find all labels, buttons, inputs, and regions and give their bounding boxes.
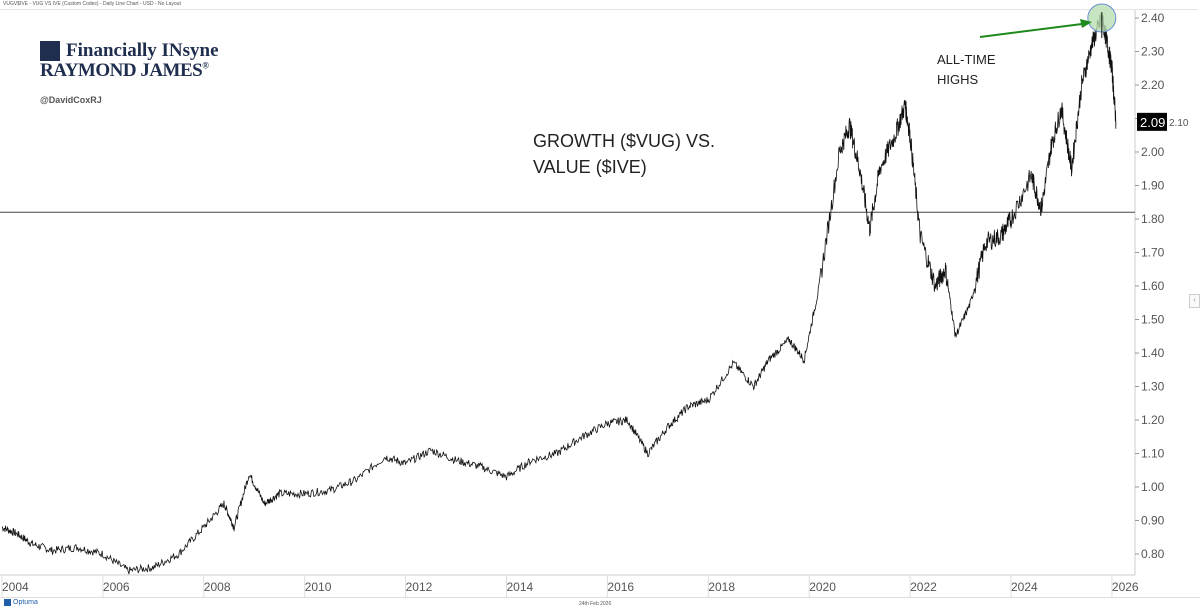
y-tick-label: 1.60 <box>1141 279 1165 293</box>
y-tick-label: 2.30 <box>1141 45 1165 59</box>
chart: 0.80 0.90 1.00 1.10 1.20 1.30 1.40 1.50 1.60 1.70… <box>0 3 1189 597</box>
annotation-all-time-highs: ALL-TIME HIGHS <box>937 52 996 87</box>
x-tick-label: 2006 <box>103 580 130 594</box>
logo: Financially INsyne RAYMOND JAMES® <box>40 40 219 82</box>
bar-chart-icon <box>40 41 60 61</box>
y-tick-label: 2.10 <box>1169 118 1189 129</box>
x-tick-label: 2014 <box>507 580 534 594</box>
optuma-icon <box>4 599 11 606</box>
x-tick-label: 2022 <box>910 580 937 594</box>
y-tick-label: 1.40 <box>1141 346 1165 360</box>
y-tick-label: 1.70 <box>1141 246 1165 260</box>
y-tick-label: 1.20 <box>1141 413 1165 427</box>
y-tick-label: 2.20 <box>1141 78 1165 92</box>
x-tick-label: 2018 <box>708 580 735 594</box>
chart-frame <box>0 9 1198 598</box>
price-ratio-line <box>1 13 1117 575</box>
y-tick-label: 0.90 <box>1141 514 1165 528</box>
y-tick-label: 1.80 <box>1141 212 1165 226</box>
arrow-head-icon <box>1080 19 1092 28</box>
y-tick-label: 2.00 <box>1141 145 1165 159</box>
x-tick-label: 2020 <box>809 580 836 594</box>
annotation-arrow <box>979 23 1083 38</box>
chart-header: VUGV$IVE - VUG VS IVE (Custom Codes) - D… <box>3 1 181 7</box>
optuma-logo: Optuma <box>4 599 38 606</box>
y-tick-label: 1.50 <box>1141 313 1165 327</box>
x-tick-label: 2010 <box>305 580 332 594</box>
y-tick-label: 2.40 <box>1141 11 1165 25</box>
y-tick-label: 1.10 <box>1141 447 1165 461</box>
registered-mark: ® <box>202 60 209 71</box>
collapse-panel-button[interactable]: ‹ <box>1189 294 1200 308</box>
provider-name: Optuma <box>13 599 38 606</box>
brand-line1: Financially INsyne <box>66 40 219 61</box>
chart-date: 24th Feb 2026 <box>579 601 612 607</box>
y-tick-label: 1.00 <box>1141 480 1165 494</box>
x-tick-label: 2008 <box>204 580 231 594</box>
footer: Optuma 24th Feb 2026 <box>0 597 1200 612</box>
last-value-badge <box>1137 112 1167 131</box>
y-tick-label: 0.80 <box>1141 547 1165 561</box>
x-tick-label: 2004 <box>2 580 29 594</box>
x-tick-label: 2026 <box>1112 580 1139 594</box>
chart-title: GROWTH ($VUG) VS. VALUE ($IVE) <box>533 131 716 177</box>
x-tick-label: 2012 <box>406 580 433 594</box>
y-tick-label: 1.30 <box>1141 380 1165 394</box>
x-tick-label: 2016 <box>607 580 634 594</box>
y-tick-label: 1.90 <box>1141 179 1165 193</box>
last-value-label: 2.09 <box>1140 115 1165 130</box>
x-tick-label: 2024 <box>1011 580 1038 594</box>
brand-line2: RAYMOND JAMES <box>40 60 203 81</box>
twitter-handle: @DavidCoxRJ <box>40 95 102 105</box>
